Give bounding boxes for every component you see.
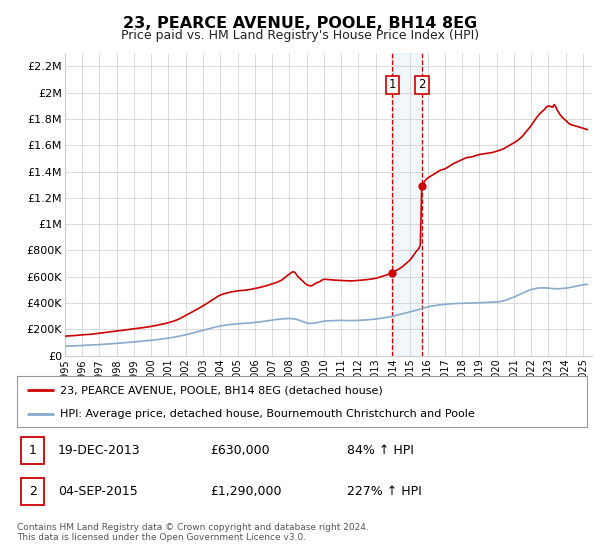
Text: 19-DEC-2013: 19-DEC-2013	[58, 444, 140, 457]
Text: 23, PEARCE AVENUE, POOLE, BH14 8EG: 23, PEARCE AVENUE, POOLE, BH14 8EG	[123, 16, 477, 31]
Text: 1: 1	[389, 78, 396, 91]
Bar	[392, 53, 422, 356]
Text: 2: 2	[29, 485, 37, 498]
Text: 04-SEP-2015: 04-SEP-2015	[58, 485, 137, 498]
Text: Price paid vs. HM Land Registry's House Price Index (HPI): Price paid vs. HM Land Registry's House …	[121, 29, 479, 42]
FancyBboxPatch shape	[22, 437, 44, 464]
Text: This data is licensed under the Open Government Licence v3.0.: This data is licensed under the Open Gov…	[17, 533, 306, 542]
Text: HPI: Average price, detached house, Bournemouth Christchurch and Poole: HPI: Average price, detached house, Bour…	[59, 409, 475, 419]
Text: Contains HM Land Registry data © Crown copyright and database right 2024.: Contains HM Land Registry data © Crown c…	[17, 523, 368, 532]
Text: 23, PEARCE AVENUE, POOLE, BH14 8EG (detached house): 23, PEARCE AVENUE, POOLE, BH14 8EG (deta…	[59, 385, 382, 395]
FancyBboxPatch shape	[22, 478, 44, 505]
Text: £630,000: £630,000	[211, 444, 270, 457]
Text: 2: 2	[418, 78, 425, 91]
Text: £1,290,000: £1,290,000	[211, 485, 282, 498]
Text: 1: 1	[29, 444, 37, 457]
Text: 84% ↑ HPI: 84% ↑ HPI	[347, 444, 414, 457]
Text: 227% ↑ HPI: 227% ↑ HPI	[347, 485, 422, 498]
